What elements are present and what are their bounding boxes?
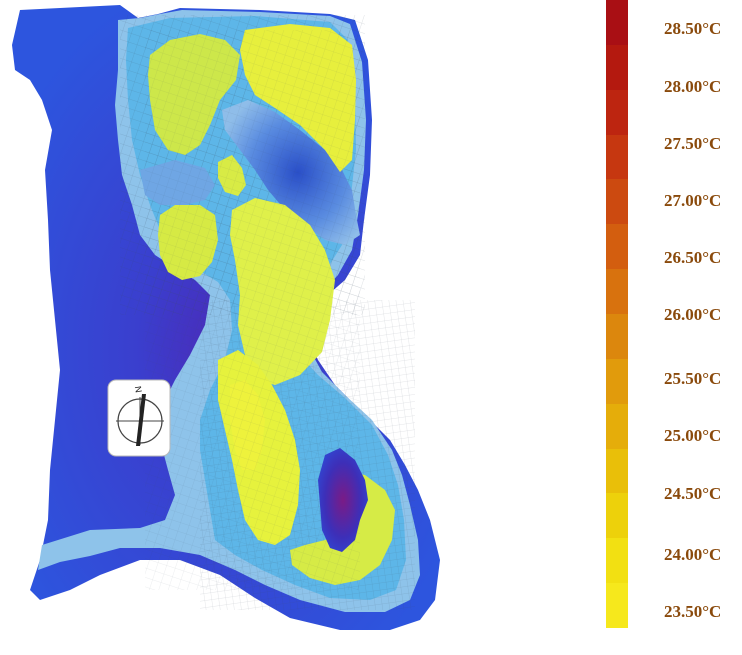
legend-label-24-50: 24.50°C [664,484,722,503]
legend-label-27-00: 27.00°C [664,191,722,210]
legend-band [606,448,628,494]
temperature-map: N [12,5,440,630]
legend-band [606,44,628,91]
legend-band [606,583,628,629]
north-arrow-icon: N [107,379,171,457]
legend-label-23-50: 23.50°C [664,602,722,621]
legend-label-26-00: 26.00°C [664,305,722,324]
legend-label-25-50: 25.50°C [664,369,722,388]
legend-label-26-50: 26.50°C [664,248,722,267]
legend-label-27-50: 27.50°C [664,134,722,153]
legend-label-28-50: 28.50°C [664,19,722,38]
legend-band [606,179,628,225]
temperature-legend-bar [606,0,628,629]
legend-band [606,269,628,315]
cool-water-body [318,448,368,552]
legend-label-28-00: 28.00°C [664,77,722,96]
legend-band [606,134,628,180]
legend-band [606,358,628,405]
legend-band [606,89,628,136]
legend-band [606,493,628,539]
legend-band [606,0,628,46]
legend-band [606,224,628,270]
svg-text:N: N [133,385,144,393]
legend-band [606,403,628,450]
legend-band [606,538,628,584]
legend-label-25-00: 25.00°C [664,426,722,445]
legend-band [606,314,628,360]
legend-label-24-00: 24.00°C [664,545,722,564]
